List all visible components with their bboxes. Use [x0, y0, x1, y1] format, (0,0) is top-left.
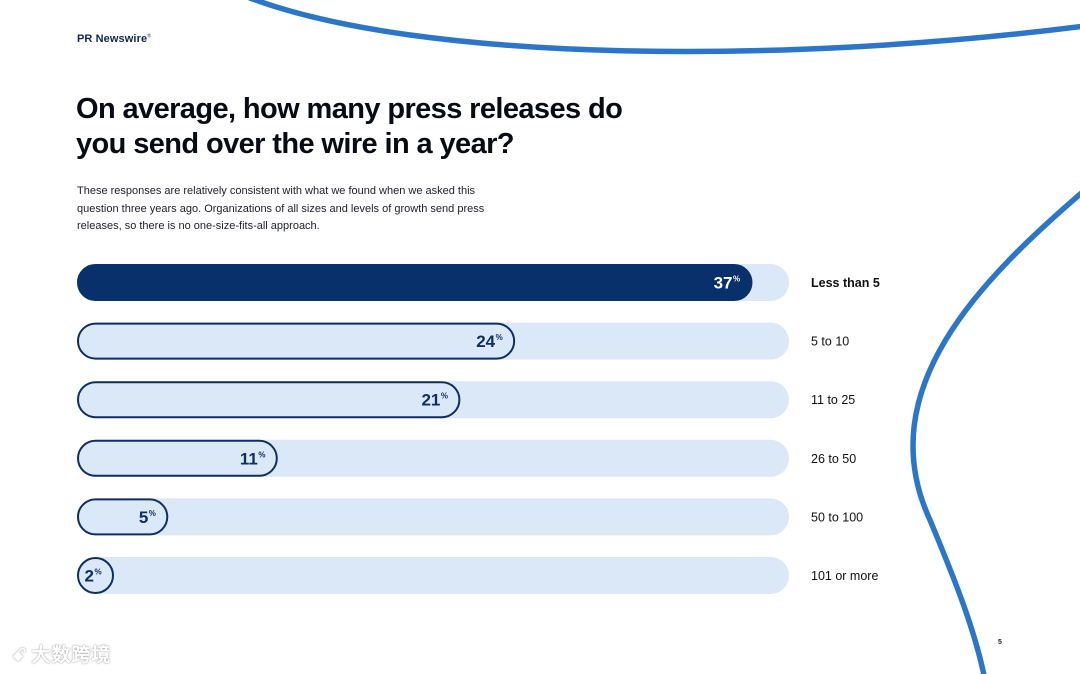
data-label-unit: %	[496, 333, 503, 342]
category-label: Less than 5	[811, 276, 880, 290]
category-label: 101 or more	[811, 569, 878, 583]
category-label: 5 to 10	[811, 335, 849, 349]
watermark: ꗃ 大数跨境	[12, 640, 111, 667]
category-label: 11 to 25	[811, 393, 855, 407]
watermark-icon: ꗃ	[12, 645, 28, 665]
brand-mark: ®	[147, 33, 151, 40]
data-label: 24	[476, 332, 495, 351]
brand-logo: PR Newswire®	[77, 33, 151, 45]
bar	[77, 322, 516, 360]
bar-track	[77, 557, 789, 594]
watermark-text: 大数跨境	[31, 645, 112, 666]
bar-row: 5% 50 to 100	[77, 498, 863, 536]
data-label: 2	[85, 567, 94, 586]
bar	[77, 557, 114, 594]
category-label: 26 to 50	[811, 452, 856, 466]
bar-row: 21% 11 to 25	[77, 381, 855, 419]
bar	[77, 264, 753, 301]
data-label: 11	[240, 449, 258, 468]
data-label: 5	[139, 508, 148, 527]
page-title: On average, how many press releases do y…	[76, 93, 623, 160]
bar-row: 2% 101 or more	[77, 557, 878, 594]
bar	[77, 381, 461, 419]
bar-row: 11% 26 to 50	[77, 439, 856, 477]
data-label-unit: %	[258, 450, 265, 459]
data-label-unit: %	[95, 568, 102, 577]
page-number: 5	[998, 639, 1002, 646]
brand-name: PR Newswire	[77, 33, 148, 45]
bar	[77, 439, 278, 477]
page-subtitle: These responses are relatively consisten…	[77, 185, 485, 232]
bar-track	[77, 498, 789, 536]
data-label: 21	[421, 391, 440, 410]
bar-row: 24% 5 to 10	[77, 322, 849, 360]
data-label-unit: %	[441, 392, 448, 401]
bar	[77, 498, 169, 536]
data-label-unit: %	[149, 509, 156, 518]
data-label: 37	[714, 274, 733, 293]
category-label: 50 to 100	[811, 510, 863, 524]
bar-row: 37% Less than 5	[77, 264, 880, 301]
data-label-unit: %	[733, 275, 740, 284]
